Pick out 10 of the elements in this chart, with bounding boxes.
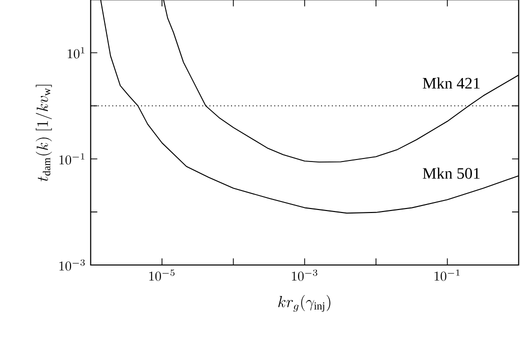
- y-tick-label: $10^{1}$: [68, 47, 84, 58]
- y-tick-label: $10^{-3}$: [59, 259, 85, 271]
- x-tick-label: $10^{-3}$: [292, 270, 318, 281]
- x-tick-label: $10^{-5}$: [149, 270, 175, 281]
- y-tick-label: $10^{-1}$: [59, 153, 84, 165]
- x-tick-label: $10^{-1}$: [434, 270, 460, 281]
- y-axis-title: $t_{\rm dam}(k)\ [1/kv_{\rm w}]$: [36, 84, 52, 182]
- series-label: Mkn 421: [422, 77, 480, 89]
- series-label: Mkn 501: [422, 168, 480, 179]
- x-axis-title: $kr_g(\gamma_{\rm inj})$: [278, 295, 330, 312]
